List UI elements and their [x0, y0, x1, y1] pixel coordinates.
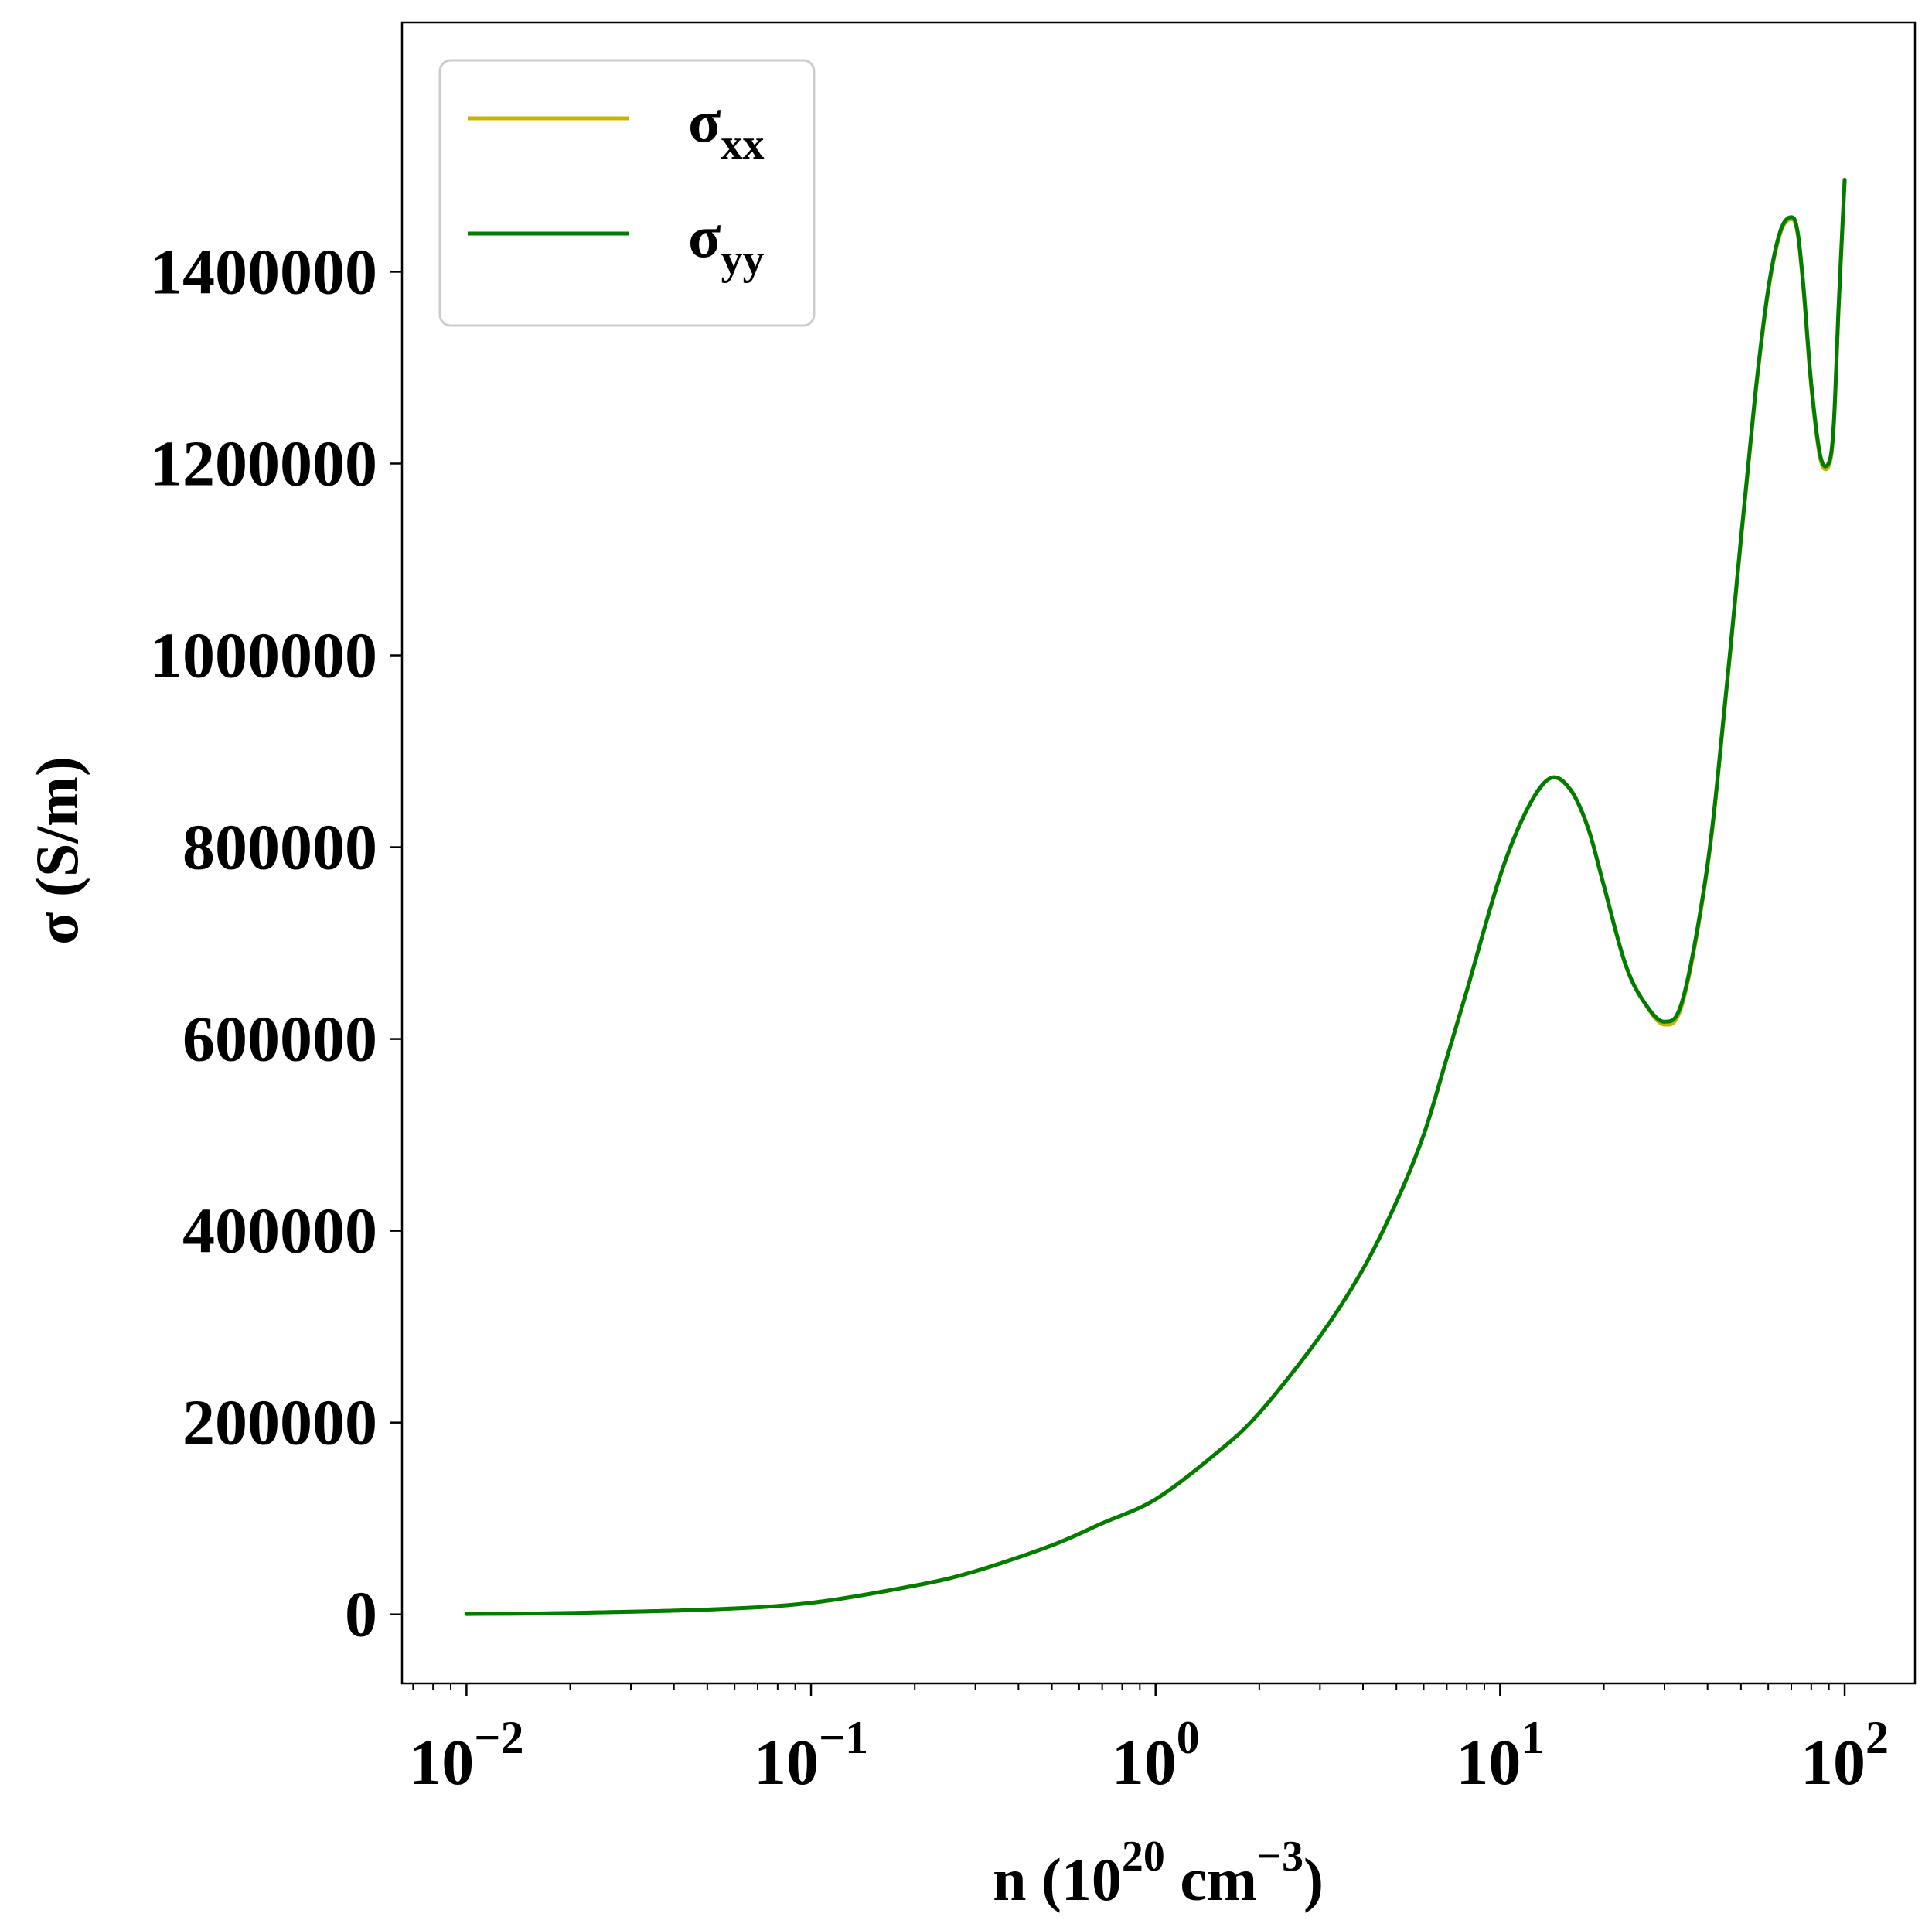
x-tick-label: 101 — [1456, 1712, 1544, 1799]
y-tick-label: 1200000 — [150, 428, 377, 500]
y-tick-label: 1400000 — [150, 236, 377, 308]
y-axis-label: σ (S/m) — [23, 756, 90, 945]
legend-label-sigma-xx: σxx — [688, 87, 764, 169]
legend: σxx σyy — [438, 59, 816, 327]
y-tick-label: 600000 — [182, 1004, 377, 1076]
x-tick-label: 10−1 — [754, 1712, 868, 1799]
x-tick-label: 100 — [1112, 1712, 1200, 1799]
series-line-sigma-yy — [464, 177, 1847, 1616]
y-tick-label: 200000 — [182, 1387, 377, 1459]
legend-label-sigma-yy: σyy — [688, 203, 764, 284]
x-axis-label: n (1020 cm−3) — [993, 1833, 1324, 1913]
legend-frame — [438, 59, 816, 327]
y-tick-label: 800000 — [182, 812, 377, 884]
axes-frame — [400, 21, 1917, 1685]
y-tick-label: 0 — [345, 1579, 377, 1651]
y-axis-ticks: 0 200000 400000 600000 800000 1000000 1200000 1… — [150, 236, 402, 1651]
x-tick-label: 10−2 — [409, 1712, 523, 1799]
x-axis-ticks: 10−2 10−1 100 101 102 — [409, 1683, 1889, 1799]
y-tick-label: 400000 — [182, 1195, 377, 1267]
series-lines — [464, 177, 1847, 1616]
x-tick-label: 102 — [1801, 1712, 1889, 1799]
y-tick-label: 1000000 — [150, 620, 377, 692]
